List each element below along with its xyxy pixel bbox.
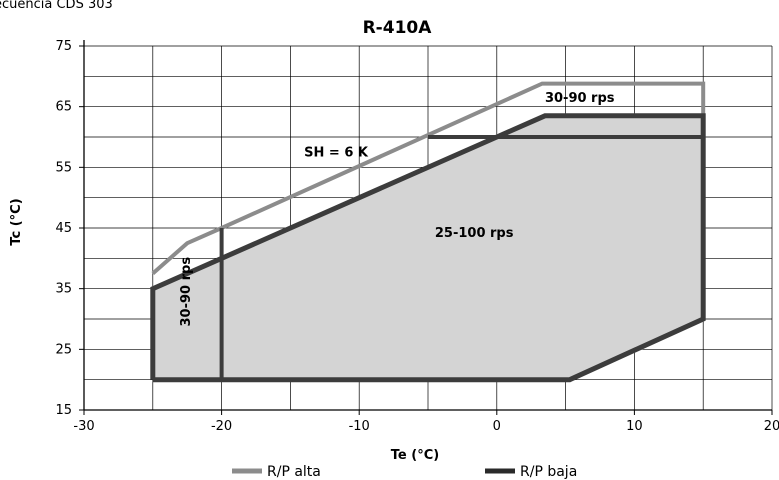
y-tick-label: 75	[55, 39, 72, 54]
series-line-rp-alta	[151, 81, 706, 276]
y-tick-label: 65	[55, 100, 72, 115]
legend-label-rp-alta: R/P alta	[267, 464, 321, 480]
header-text: ecuencia CDS 303	[0, 0, 113, 12]
y-tick-label: 15	[55, 403, 72, 418]
y-tick-label: 25	[55, 342, 72, 357]
annotation-label-4: 30-90 rps	[179, 257, 194, 327]
annotation-label-2: SH = 6 K	[304, 145, 369, 160]
x-tick-label: -10	[349, 419, 370, 434]
chart-title: R-410A	[363, 18, 433, 38]
x-tick-label: -20	[211, 419, 232, 434]
annotation-label-3: 25-100 rps	[435, 226, 514, 241]
y-tick-label: 55	[55, 160, 72, 175]
legend-label-rp-baja: R/P baja	[520, 464, 577, 480]
y-tick-label: 45	[55, 221, 72, 236]
x-tick-label: -30	[73, 419, 94, 434]
y-tick-label: 35	[55, 282, 72, 297]
envelope-region	[152, 115, 704, 380]
series-line-rp-baja	[150, 113, 706, 383]
x-tick-label: 10	[626, 419, 643, 434]
x-tick-label: 20	[764, 419, 779, 434]
x-axis-label: Te (°C)	[391, 448, 439, 463]
x-tick-label: 0	[493, 419, 501, 434]
legend: R/P alta R/P baja	[232, 464, 577, 480]
y-axis-label: Tc (°C)	[9, 198, 24, 245]
annotation-label-1: 30-90 rps	[545, 91, 615, 106]
